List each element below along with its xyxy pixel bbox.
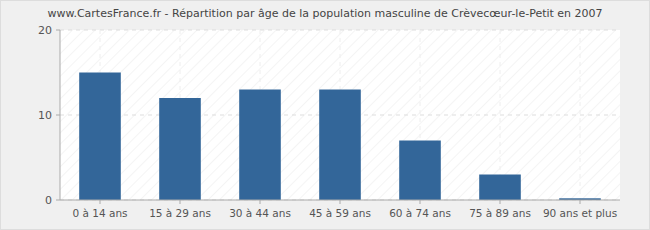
x-tick-label: 15 à 29 ans bbox=[149, 207, 211, 219]
bar bbox=[479, 175, 521, 201]
x-tick-label: 75 à 89 ans bbox=[469, 207, 531, 219]
x-tick bbox=[340, 200, 341, 204]
y-axis bbox=[60, 30, 61, 200]
x-tick bbox=[580, 200, 581, 204]
bar bbox=[239, 90, 281, 201]
x-tick bbox=[180, 200, 181, 204]
y-tick bbox=[56, 30, 60, 31]
background bbox=[1, 1, 650, 230]
x-tick-label: 30 à 44 ans bbox=[229, 207, 291, 219]
bars bbox=[79, 73, 601, 201]
x-tick bbox=[260, 200, 261, 204]
y-tick bbox=[56, 200, 60, 201]
x-tick bbox=[100, 200, 101, 204]
bar bbox=[159, 98, 201, 200]
x-tick bbox=[500, 200, 501, 204]
x-tick bbox=[420, 200, 421, 204]
y-tick bbox=[56, 115, 60, 116]
x-tick-label: 60 à 74 ans bbox=[389, 207, 451, 219]
y-tick-label: 0 bbox=[45, 194, 52, 207]
bar bbox=[399, 141, 441, 201]
grid-line-x bbox=[580, 30, 581, 200]
y-tick-label: 10 bbox=[38, 109, 52, 122]
x-tick-label: 0 à 14 ans bbox=[72, 207, 127, 219]
x-tick-label: 45 à 59 ans bbox=[309, 207, 371, 219]
y-tick-label: 20 bbox=[38, 24, 52, 37]
plot-area bbox=[60, 30, 620, 200]
bar bbox=[79, 73, 121, 201]
chart: www.CartesFrance.fr - Répartition par âg… bbox=[0, 0, 650, 230]
x-tick-label: 90 ans et plus bbox=[543, 207, 617, 219]
title: www.CartesFrance.fr - Répartition par âg… bbox=[47, 7, 602, 20]
bar bbox=[319, 90, 361, 201]
